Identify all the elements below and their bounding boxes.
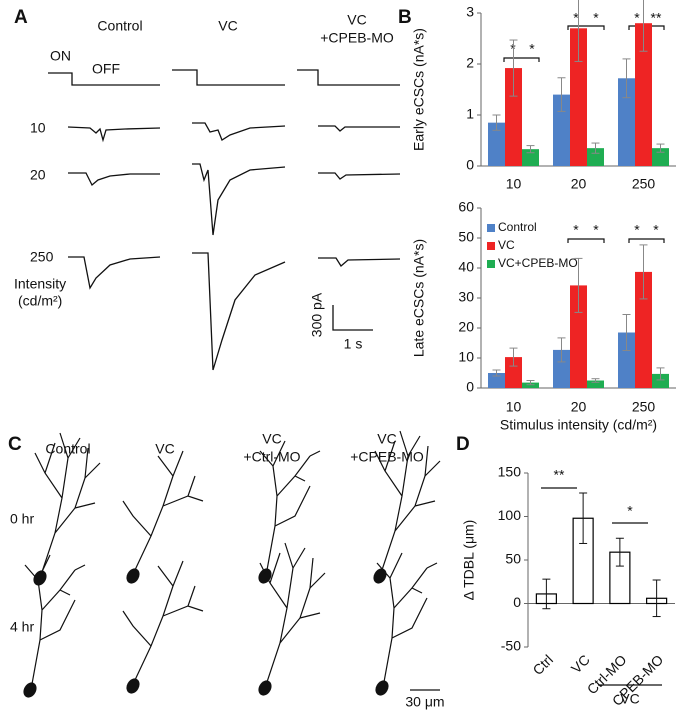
bar [505,68,522,166]
significance: * [634,222,640,238]
significance: ** [554,467,565,483]
y-tick-label: 20 [458,319,474,335]
scale-label: 30 μm [405,694,444,710]
column-label: VC [218,18,237,34]
x-tick-label: 250 [632,399,656,415]
significance: ** [651,10,662,26]
column-label: +CPEB-MO [350,449,424,465]
bar [587,148,604,166]
stimulus-label: ON [50,48,71,64]
bar [488,122,505,166]
row-label: 20 [30,167,46,183]
legend-swatch [487,224,495,232]
bar [652,148,669,166]
bar [553,94,570,166]
row-label: 10 [30,120,46,136]
y-tick-label: 40 [458,259,474,275]
bar [635,23,652,167]
row-label: 4 hr [10,619,34,635]
significance: * [653,222,659,238]
traces [67,122,401,371]
y-tick-label: 2 [466,55,474,71]
bar [505,357,522,388]
column-label: Control [97,18,142,34]
group-label: VC [620,691,639,707]
y-tick-label: 3 [466,4,474,20]
significance-brackets [541,487,662,686]
x-tick-label: 10 [506,399,522,415]
significance: * [593,10,599,26]
bar [652,373,669,388]
x-tick-label: 250 [632,176,656,192]
y-tick-label: 10 [458,349,474,365]
neuron [122,450,204,587]
y-axis-label: Late eCSCs (nA*s) [411,239,427,357]
y-tick-label: 0 [513,594,521,610]
y-tick-label: -50 [501,638,521,654]
panel-label: B [398,7,412,28]
bar [522,382,539,388]
intensity-label: (cd/m²) [18,293,62,309]
y-tick-label: 1 [466,106,474,122]
intensity-label: Intensity [14,276,66,292]
x-tick-label: VC [568,651,593,676]
bar [587,380,604,388]
scale-label: 300 pA [309,292,325,337]
y-tick-label: 100 [498,507,522,523]
row-label: 0 hr [10,511,34,527]
significance: * [573,10,579,26]
legend-label: Control [498,220,537,234]
x-tick-label: 20 [571,176,587,192]
scale-label: 1 s [344,336,363,352]
bar [635,271,652,388]
y-axis-label: Early eCSCs (nA*s) [411,28,427,151]
panel-label: A [14,7,28,28]
column-label: VC [262,431,281,447]
y-tick-label: 0 [466,379,474,395]
y-tick-label: 30 [458,289,474,305]
bar [618,332,635,388]
legend-swatch [487,242,495,250]
column-label: VC [377,431,396,447]
x-axis-label: Stimulus intensity (cd/m²) [500,417,657,433]
stimulus-label: OFF [92,61,120,77]
x-tick-label: 20 [571,399,587,415]
significance: * [627,503,633,519]
significance: * [529,41,535,57]
y-tick-label: 150 [498,464,522,480]
column-label: +Ctrl-MO [243,449,300,465]
y-tick-label: 0 [466,157,474,173]
significance: * [593,222,599,238]
stimulus-trace [48,69,400,86]
bar [553,349,570,388]
panel-label: D [456,434,470,455]
significance: * [573,222,579,238]
legend-label: VC [498,238,515,252]
legend-label: VC+CPEB-MO [498,256,578,270]
bar [488,373,505,388]
y-tick-label: 60 [458,199,474,215]
column-label: Control [45,441,90,457]
legend-swatch [487,260,495,268]
column-label: VC [347,12,366,28]
bar [522,149,539,166]
y-tick-label: 50 [458,229,474,245]
column-label: +CPEB-MO [320,30,394,46]
bar [618,78,635,166]
row-label: 250 [30,249,54,265]
bar [570,285,587,388]
significance: * [634,10,640,26]
column-label: VC [155,441,174,457]
neuron [255,542,326,699]
y-tick-label: 50 [505,551,521,567]
x-tick-label: Ctrl [529,651,556,678]
bar [570,28,587,166]
y-axis-label: Δ TDBL (μm) [461,520,477,601]
panel-label: C [8,434,22,455]
x-tick-label: 10 [506,176,522,192]
